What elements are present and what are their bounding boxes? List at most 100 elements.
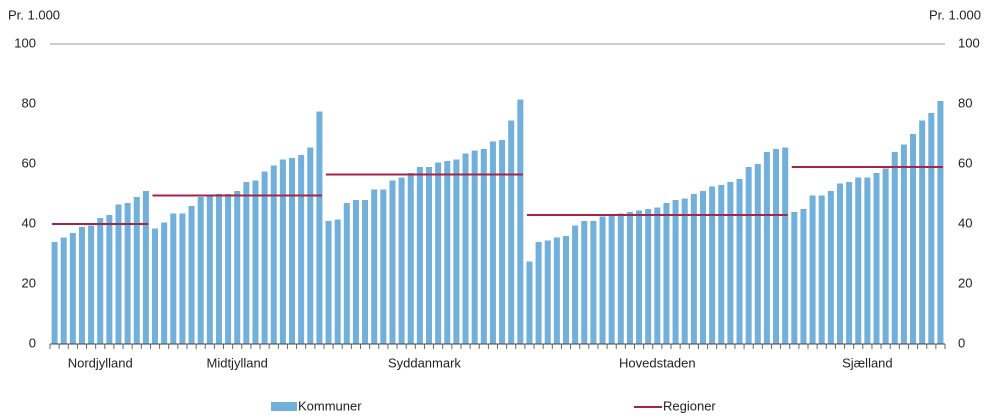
bar (882, 168, 889, 344)
bar (754, 164, 761, 344)
bar (480, 149, 487, 344)
bar (526, 261, 533, 344)
bar (690, 194, 697, 344)
bar (562, 236, 570, 344)
bar (937, 101, 944, 344)
bar (307, 147, 314, 344)
bar (270, 165, 277, 344)
y2-tick-label: 80 (958, 95, 972, 110)
legend-label: Kommuner (298, 398, 362, 413)
bar (864, 177, 871, 344)
bar (279, 159, 286, 344)
bar (763, 152, 770, 344)
y-tick-label: 20 (22, 275, 36, 290)
bar (800, 209, 807, 344)
bar (170, 213, 177, 344)
bar (782, 147, 789, 344)
bar (352, 200, 359, 344)
bar (535, 242, 542, 344)
y-axis-label: Pr. 1.000 (8, 7, 60, 22)
bar (188, 206, 195, 344)
bar (234, 191, 241, 344)
bar (809, 195, 816, 344)
bar (334, 219, 341, 344)
bar (78, 227, 85, 344)
bar (900, 144, 907, 344)
x-tick-label: Nordjylland (68, 355, 133, 370)
legend-label: Regioner (663, 398, 716, 413)
bar (928, 113, 935, 344)
bar (572, 225, 579, 344)
bar (252, 180, 259, 344)
y2-tick-label: 0 (958, 335, 965, 350)
bar (60, 237, 67, 344)
bar (206, 195, 213, 344)
bar (215, 194, 222, 344)
bar (325, 221, 332, 344)
bar (617, 213, 624, 344)
bar (197, 197, 204, 344)
bar (910, 134, 917, 344)
bar (681, 198, 688, 344)
bar (407, 173, 414, 344)
bar (855, 177, 862, 344)
bar (69, 233, 76, 344)
bar (663, 203, 670, 344)
bar (836, 183, 843, 344)
bar (289, 158, 296, 344)
bar (818, 195, 825, 344)
bar (489, 141, 496, 344)
x-tick-label: Syddanmark (388, 355, 461, 370)
bar (124, 203, 131, 344)
bar (179, 213, 186, 344)
x-tick-label: Hovedstaden (619, 355, 696, 370)
bar (106, 215, 113, 344)
bar (298, 155, 305, 344)
bar (389, 180, 396, 344)
bar (425, 167, 433, 344)
bar (471, 150, 478, 344)
bar (873, 173, 880, 344)
bar (699, 191, 706, 344)
y2-tick-label: 20 (958, 275, 972, 290)
bar (398, 177, 405, 344)
bar (161, 222, 168, 344)
bar (846, 182, 853, 344)
bar (891, 152, 898, 344)
bar (654, 207, 661, 344)
bar (736, 179, 743, 344)
bar (645, 209, 652, 344)
bar (316, 111, 323, 344)
bar (791, 212, 798, 344)
bar (343, 203, 350, 344)
y-tick-label: 40 (22, 215, 36, 230)
bar (709, 186, 716, 344)
bar (745, 167, 752, 344)
bar (225, 194, 232, 344)
bar (508, 120, 515, 344)
bar (453, 159, 460, 344)
y2-tick-label: 100 (958, 35, 980, 50)
bar (499, 140, 506, 344)
y2-tick-label: 60 (958, 155, 972, 170)
y2-axis-label: Pr. 1.000 (929, 7, 981, 22)
bar (88, 225, 95, 344)
bar (115, 204, 122, 344)
bar (544, 240, 551, 344)
bar (599, 216, 606, 344)
bar (243, 182, 250, 344)
bar (142, 191, 149, 344)
bar (133, 197, 140, 344)
bar (608, 215, 615, 344)
x-tick-label: Midtjylland (207, 355, 268, 370)
bar (773, 149, 780, 344)
y-tick-label: 80 (22, 95, 36, 110)
bar (727, 182, 734, 344)
y-tick-label: 0 (29, 335, 36, 350)
bar (380, 189, 387, 344)
y-tick-label: 60 (22, 155, 36, 170)
y-tick-label: 100 (14, 35, 36, 50)
x-tick-label: Sjælland (842, 355, 893, 370)
bar (919, 120, 926, 344)
